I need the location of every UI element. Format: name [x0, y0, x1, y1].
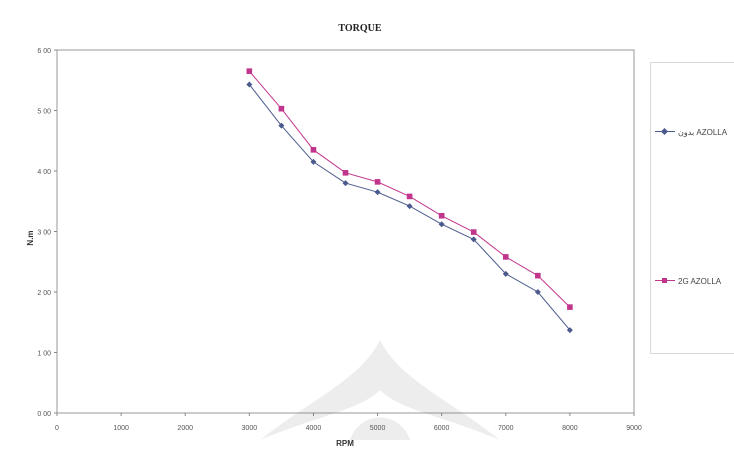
x-tick-label: 1000 — [113, 425, 129, 432]
series-1-point — [406, 193, 413, 200]
series-0-point — [406, 203, 413, 210]
x-tick-label: 7000 — [498, 425, 514, 432]
series-1-point — [374, 179, 381, 185]
x-tick-label: 3000 — [242, 425, 258, 432]
legend-label-no-azolla: بدون AZOLLA — [678, 127, 728, 137]
x-tick-label: 5000 — [370, 425, 386, 432]
legend-item-no-azolla: بدون AZOLLA — [655, 127, 727, 137]
legend-swatch-2g-azolla — [655, 276, 675, 286]
y-tick-label: 3 00 — [37, 230, 51, 237]
plot-area — [56, 49, 635, 414]
y-tick-label: 4 00 — [37, 169, 51, 176]
series-0-point — [566, 327, 573, 334]
series-0-point — [534, 289, 541, 295]
y-tick-label: 1 00 — [37, 351, 51, 358]
x-axis-ticks: 0 1000 2000 3000 4000 5000 6000 7000 8000 9000 — [55, 413, 642, 432]
series-1-point — [278, 105, 285, 112]
x-tick-label: 6000 — [434, 425, 450, 432]
series-0-point — [438, 221, 445, 228]
legend: بدون AZOLLA 2G AZOLLA — [650, 62, 734, 354]
x-tick-label: 8000 — [562, 425, 578, 432]
series-0-point — [342, 180, 349, 187]
y-tick-label: 5 00 — [37, 109, 51, 116]
x-axis-label: RPM — [336, 439, 354, 448]
series-1-point — [438, 212, 445, 219]
y-tick-label: 6 00 — [37, 48, 51, 55]
legend-label-2g-azolla: 2G AZOLLA — [678, 276, 722, 286]
x-tick-label: 4000 — [306, 425, 322, 432]
series-1-point — [310, 147, 317, 153]
x-tick-label: 0 — [55, 425, 59, 432]
chart-title: TORQUE — [338, 23, 381, 34]
series-1-point — [502, 254, 509, 260]
series-0-point — [470, 236, 477, 243]
series-0-point — [310, 158, 317, 165]
legend-swatch-no-azolla — [655, 127, 675, 137]
y-axis-label: N.m — [26, 230, 35, 245]
series-1-point — [246, 68, 253, 74]
series-1-point — [342, 170, 349, 176]
x-tick-label: 9000 — [626, 425, 642, 432]
series-1-point — [567, 304, 573, 310]
legend-item-2g-azolla: 2G AZOLLA — [655, 276, 721, 286]
series-0-point — [374, 189, 381, 196]
series-0-point — [502, 270, 509, 277]
series-1-point — [470, 229, 477, 235]
series-layer — [246, 68, 573, 334]
x-tick-label: 2000 — [177, 425, 193, 432]
series-1-point — [535, 272, 541, 279]
watermark-emblem — [260, 340, 500, 440]
y-tick-label: 2 00 — [37, 290, 51, 297]
series-0-point — [246, 81, 253, 88]
y-axis-ticks: 0 00 1 00 2 00 3 00 4 00 5 00 6 00 — [37, 48, 57, 418]
series-0-point — [278, 122, 285, 129]
y-tick-label: 0 00 — [37, 411, 51, 418]
